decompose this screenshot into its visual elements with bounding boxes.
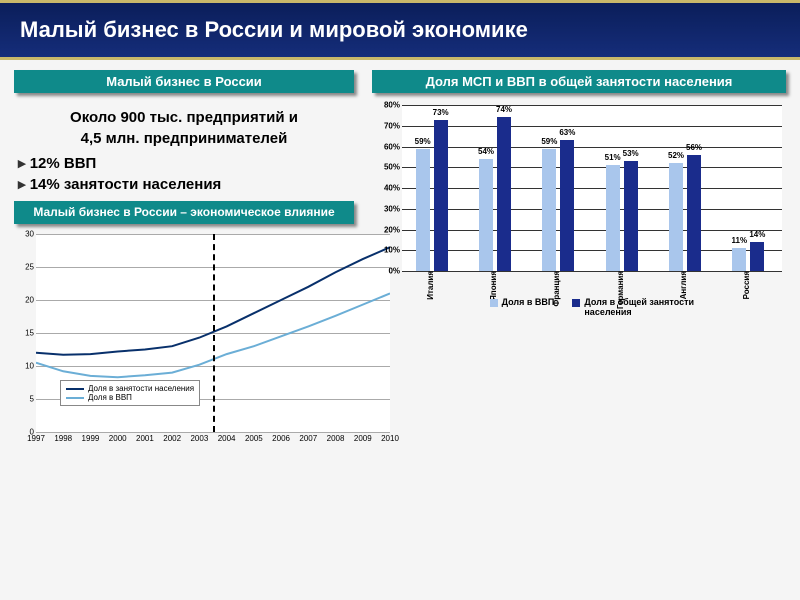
legend-text: Доля в общей занятости населения bbox=[584, 297, 694, 317]
line-ytick: 5 bbox=[16, 395, 34, 404]
line-xtick: 2000 bbox=[109, 434, 127, 443]
line-ytick: 15 bbox=[16, 329, 34, 338]
legend-text: Доля в занятости населения bbox=[88, 384, 194, 393]
line-xtick: 2001 bbox=[136, 434, 154, 443]
stats-bullet: 12% ВВП bbox=[18, 153, 354, 174]
bar-ytick: 0% bbox=[374, 267, 400, 276]
line-xtick: 2007 bbox=[299, 434, 317, 443]
bar-gridline bbox=[402, 271, 782, 272]
bar: 53% bbox=[624, 161, 638, 271]
bar-ytick: 20% bbox=[374, 225, 400, 234]
bar-value: 51% bbox=[605, 153, 621, 162]
bar-gridline bbox=[402, 147, 782, 148]
bar-gridline bbox=[402, 250, 782, 251]
bar: 52% bbox=[669, 163, 683, 271]
content: Малый бизнес в России Около 900 тыс. пре… bbox=[0, 60, 800, 460]
bar-ytick: 10% bbox=[374, 246, 400, 255]
stats-block: Около 900 тыс. предприятий и 4,5 млн. пр… bbox=[14, 107, 354, 195]
bar-value: 11% bbox=[732, 236, 748, 245]
bar-value: 59% bbox=[541, 137, 557, 146]
legend-text: Доля в ВВП bbox=[502, 297, 555, 307]
line-gridline bbox=[36, 432, 390, 433]
line-xtick: 2003 bbox=[190, 434, 208, 443]
bar-gridline bbox=[402, 188, 782, 189]
bar-gridline bbox=[402, 230, 782, 231]
line-xtick: 2008 bbox=[327, 434, 345, 443]
stats-headline-2: 4,5 млн. предпринимателей bbox=[14, 128, 354, 149]
line-ytick: 20 bbox=[16, 296, 34, 305]
stats-bullet: 14% занятости населения bbox=[18, 174, 354, 195]
bar-value: 63% bbox=[559, 128, 575, 137]
bar-xtick: Россия bbox=[742, 271, 751, 299]
label-share: Доля МСП и ВВП в общей занятости населен… bbox=[372, 70, 786, 93]
bar-value: 59% bbox=[415, 137, 431, 146]
bar: 74% bbox=[497, 117, 511, 271]
legend-text: Доля в ВВП bbox=[88, 393, 132, 402]
bar: 59% bbox=[542, 149, 556, 271]
line-ytick: 25 bbox=[16, 263, 34, 272]
bar-value: 74% bbox=[496, 105, 512, 114]
bar-ytick: 50% bbox=[374, 163, 400, 172]
bar-xtick: Англия bbox=[679, 271, 688, 299]
legend-swatch bbox=[572, 299, 580, 307]
bar: 54% bbox=[479, 159, 493, 271]
bar: 59% bbox=[416, 149, 430, 271]
legend-swatch bbox=[490, 299, 498, 307]
bar-ytick: 30% bbox=[374, 204, 400, 213]
bar-gridline bbox=[402, 209, 782, 210]
legend-item: Доля в занятости населения bbox=[66, 384, 194, 393]
label-russia: Малый бизнес в России bbox=[14, 70, 354, 93]
bar: 14% bbox=[750, 242, 764, 271]
line-xtick: 2005 bbox=[245, 434, 263, 443]
bar-ytick: 70% bbox=[374, 121, 400, 130]
line-xtick: 2002 bbox=[163, 434, 181, 443]
bar-value: 52% bbox=[668, 151, 684, 160]
page-title: Малый бизнес в России и мировой экономик… bbox=[0, 0, 800, 60]
bar-value: 54% bbox=[478, 147, 494, 156]
bar-gridline bbox=[402, 167, 782, 168]
bar-xtick: Италия bbox=[426, 271, 435, 300]
line-legend: Доля в занятости населенияДоля в ВВП bbox=[60, 380, 200, 406]
bar-gridline bbox=[402, 126, 782, 127]
line-xtick: 2004 bbox=[218, 434, 236, 443]
bar: 11% bbox=[732, 248, 746, 271]
line-ytick: 10 bbox=[16, 362, 34, 371]
line-xtick: 1998 bbox=[54, 434, 72, 443]
bar: 56% bbox=[687, 155, 701, 271]
bar: 63% bbox=[560, 140, 574, 271]
legend-swatch bbox=[66, 397, 84, 399]
bar-value: 14% bbox=[749, 230, 765, 239]
legend-item-emp: Доля в общей занятости населения bbox=[572, 297, 694, 317]
line-chart: 0510152025301997199819992000200120022003… bbox=[14, 230, 394, 450]
projection-divider bbox=[213, 234, 215, 432]
line-xtick: 1999 bbox=[82, 434, 100, 443]
bar-ytick: 60% bbox=[374, 142, 400, 151]
line-xtick: 2010 bbox=[381, 434, 399, 443]
legend-item-gdp: Доля в ВВП bbox=[490, 297, 555, 317]
bar: 51% bbox=[606, 165, 620, 271]
stats-headline-1: Около 900 тыс. предприятий и bbox=[14, 107, 354, 128]
line-xtick: 2009 bbox=[354, 434, 372, 443]
line-xtick: 2006 bbox=[272, 434, 290, 443]
bar-value: 56% bbox=[686, 143, 702, 152]
label-influence: Малый бизнес в России – экономическое вл… bbox=[14, 201, 354, 224]
legend-item: Доля в ВВП bbox=[66, 393, 194, 402]
bar-legend: Доля в ВВП Доля в общей занятости населе… bbox=[402, 297, 782, 317]
line-ytick: 30 bbox=[16, 230, 34, 239]
bar: 73% bbox=[434, 120, 448, 271]
bar-chart: 0%10%20%30%40%50%60%70%80%59%73%Италия54… bbox=[372, 101, 786, 311]
legend-swatch bbox=[66, 388, 84, 390]
bar-value: 53% bbox=[623, 149, 639, 158]
bar-ytick: 40% bbox=[374, 184, 400, 193]
bar-gridline bbox=[402, 105, 782, 106]
bar-value: 73% bbox=[433, 108, 449, 117]
line-xtick: 1997 bbox=[27, 434, 45, 443]
bar-ytick: 80% bbox=[374, 101, 400, 110]
